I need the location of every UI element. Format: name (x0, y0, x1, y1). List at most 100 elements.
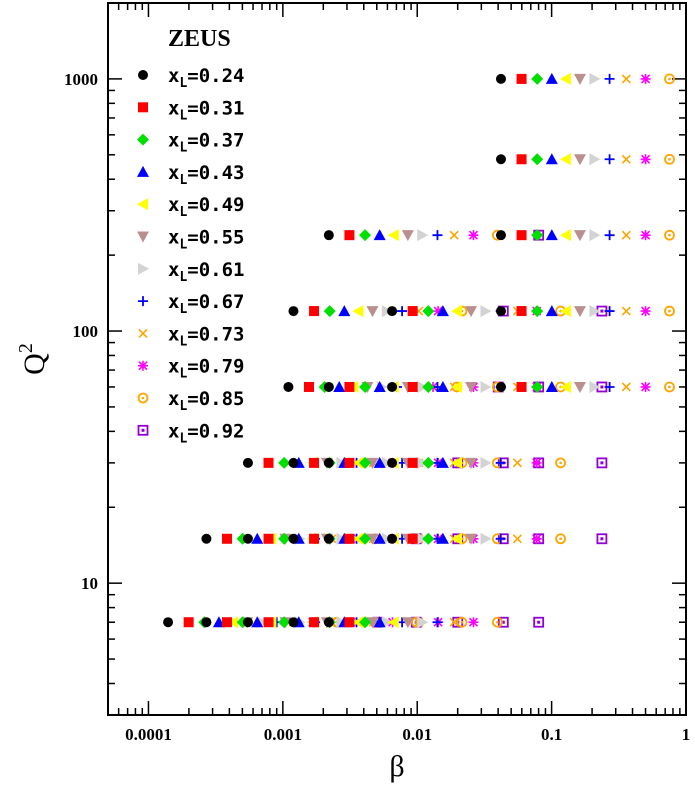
data-point (465, 533, 478, 545)
data-point (589, 153, 601, 166)
data-point (278, 616, 291, 629)
y-tick-label: 100 (73, 322, 99, 341)
legend-prefix: x (168, 227, 179, 249)
data-point (309, 457, 320, 468)
legend-marker (138, 328, 148, 338)
data-point (436, 380, 449, 392)
marker-dot (668, 157, 671, 161)
marker-ring (664, 229, 675, 241)
legend-prefix: x (168, 291, 179, 313)
marker-dot (600, 461, 604, 465)
data-point (589, 229, 601, 242)
legend-value: =0.67 (187, 291, 244, 313)
marker-box (533, 616, 545, 628)
data-point (263, 617, 274, 628)
marker-box (596, 533, 608, 545)
data-point (545, 229, 558, 241)
marker-box (137, 424, 149, 436)
data-point (323, 305, 336, 318)
data-point (559, 305, 571, 318)
data-point (480, 532, 492, 545)
x-tick-label: 0.1 (541, 725, 562, 744)
data-point (352, 532, 364, 545)
legend-subscript: L (179, 302, 187, 317)
data-point (545, 380, 558, 392)
data-point (373, 229, 386, 241)
legend-value: =0.85 (187, 388, 244, 410)
data-point (432, 230, 443, 241)
data-point (422, 380, 435, 393)
legend-subscript: L (179, 238, 187, 253)
legend-marker (137, 231, 149, 243)
legend-subscript: L (179, 205, 187, 220)
data-point (288, 306, 299, 317)
data-point (664, 305, 675, 317)
data-point (621, 306, 631, 316)
y-axis-label-base: Q (18, 353, 51, 375)
data-point (422, 305, 435, 318)
data-point (664, 73, 675, 85)
legend-prefix: x (168, 356, 179, 378)
data-point (559, 72, 571, 85)
data-point (352, 616, 364, 629)
data-point (573, 306, 586, 318)
legend-value: =0.24 (187, 65, 244, 87)
data-point (344, 457, 355, 468)
data-point (640, 154, 651, 165)
data-point (407, 381, 418, 392)
data-point (449, 230, 459, 240)
legend-label: xL=0.43 (168, 162, 244, 188)
x-tick-label: 0.0001 (125, 725, 172, 744)
legend-subscript: L (179, 431, 187, 446)
legend-marker (137, 198, 148, 211)
data-point (407, 306, 418, 317)
data-point (352, 456, 364, 469)
marker-ring (664, 153, 675, 165)
legend-label: xL=0.61 (168, 259, 244, 285)
legend-label: xL=0.92 (168, 420, 244, 446)
y-axis-label: Q2 (15, 343, 51, 375)
legend-subscript: L (179, 173, 187, 188)
data-point (373, 616, 386, 628)
data-point (449, 617, 459, 627)
data-point (491, 616, 503, 628)
data-point (533, 616, 545, 628)
legend-label: xL=0.73 (168, 323, 244, 349)
legend-marker (138, 70, 148, 80)
data-point (432, 617, 443, 628)
data-point (596, 533, 608, 545)
data-point (401, 230, 414, 242)
legend-marker (138, 296, 148, 307)
data-point (227, 616, 239, 629)
data-point (323, 457, 334, 468)
x-tick-label: 0.01 (402, 725, 432, 744)
data-point (555, 533, 566, 545)
data-point (303, 381, 314, 392)
legend-value: =0.43 (187, 162, 244, 184)
legend-prefix: x (168, 323, 179, 345)
legend-value: =0.49 (187, 194, 244, 216)
marker-ring (664, 73, 675, 85)
data-point (495, 533, 506, 544)
plot-frame (107, 2, 687, 716)
data-point (263, 457, 274, 468)
y-tick-label: 1000 (64, 70, 98, 89)
data-point (373, 532, 386, 544)
data-point (323, 381, 334, 392)
data-point (604, 73, 615, 84)
marker-ring (555, 533, 566, 545)
marker-ring (456, 616, 468, 628)
data-point (359, 616, 372, 629)
data-point (664, 229, 675, 241)
data-point (495, 154, 506, 165)
legend-subscript: L (179, 334, 187, 349)
data-point (516, 154, 527, 165)
data-point (263, 533, 274, 544)
data-point (323, 533, 334, 544)
tick-labels: 0.0001 0.001 0.01 0.1 1 10 100 1000 (64, 70, 690, 744)
data-point (212, 616, 225, 628)
marker-ring (137, 392, 149, 404)
legend: ZEUS xL=0.24xL=0.31xL=0.37xL=0.43xL=0.49… (137, 26, 244, 446)
legend-value: =0.31 (187, 97, 244, 119)
